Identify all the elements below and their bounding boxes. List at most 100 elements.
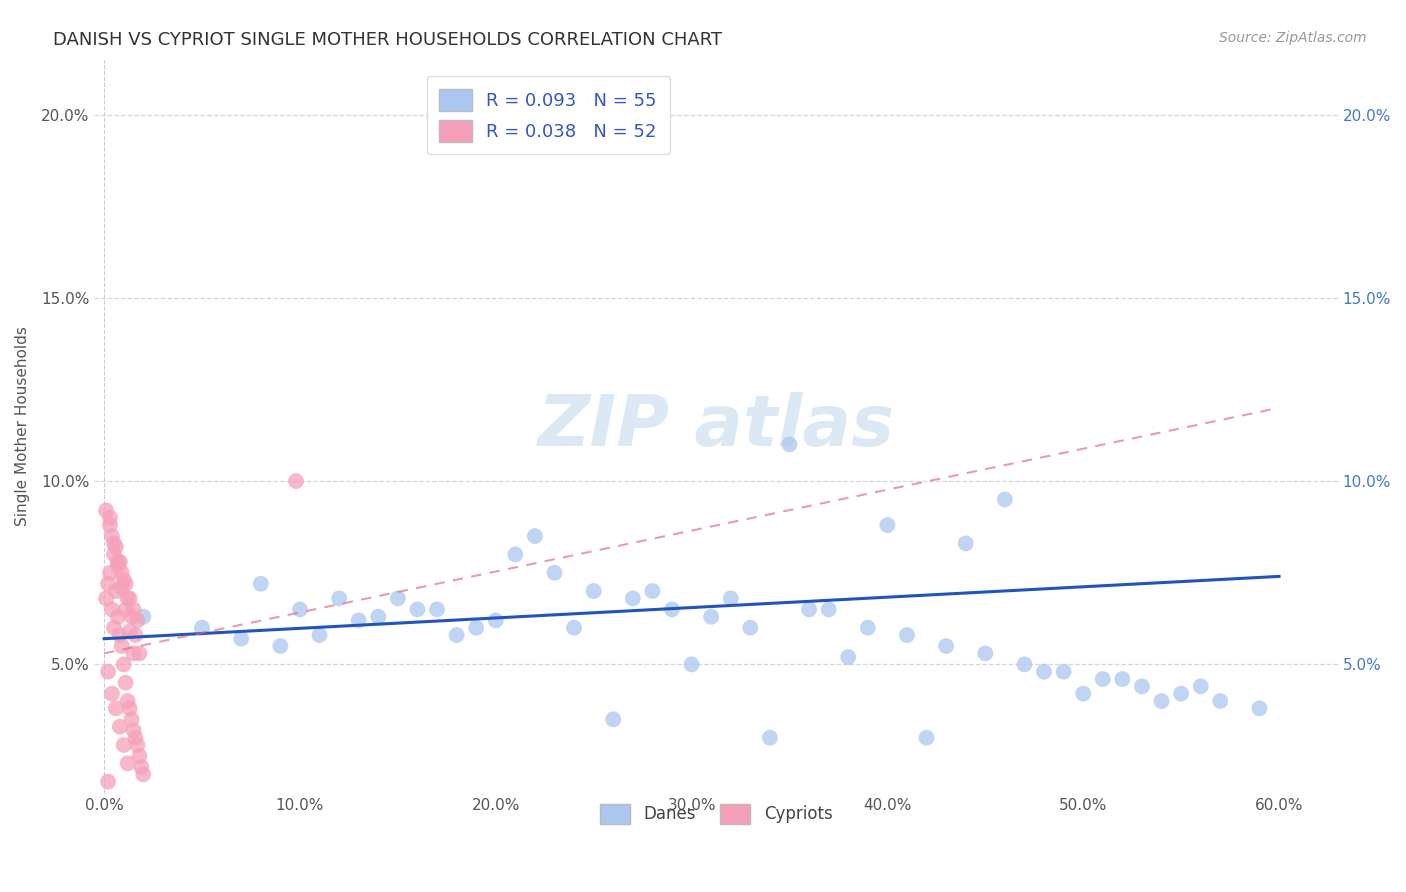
Point	[114, 675, 136, 690]
Point	[1091, 672, 1114, 686]
Point	[1111, 672, 1133, 686]
Point	[817, 602, 839, 616]
Point	[118, 591, 141, 606]
Point	[112, 738, 135, 752]
Point	[101, 687, 124, 701]
Point	[387, 591, 409, 606]
Point	[602, 712, 624, 726]
Point	[505, 548, 527, 562]
Point	[426, 602, 449, 616]
Point	[285, 474, 308, 488]
Point	[117, 591, 139, 606]
Point	[523, 529, 546, 543]
Point	[621, 591, 644, 606]
Point	[103, 536, 125, 550]
Point	[127, 738, 149, 752]
Point	[103, 548, 125, 562]
Point	[128, 749, 150, 764]
Point	[114, 602, 136, 616]
Point	[1209, 694, 1232, 708]
Point	[131, 760, 153, 774]
Point	[740, 621, 762, 635]
Point	[582, 584, 605, 599]
Point	[132, 767, 155, 781]
Point	[122, 723, 145, 738]
Point	[231, 632, 253, 646]
Point	[122, 646, 145, 660]
Point	[974, 646, 997, 660]
Point	[994, 492, 1017, 507]
Point	[98, 566, 121, 580]
Point	[114, 576, 136, 591]
Point	[103, 621, 125, 635]
Point	[104, 540, 127, 554]
Point	[759, 731, 782, 745]
Text: Source: ZipAtlas.com: Source: ZipAtlas.com	[1219, 31, 1367, 45]
Text: ZIP atlas: ZIP atlas	[537, 392, 894, 460]
Point	[118, 701, 141, 715]
Point	[1033, 665, 1056, 679]
Point	[367, 609, 389, 624]
Point	[118, 624, 141, 639]
Point	[661, 602, 683, 616]
Point	[124, 628, 146, 642]
Point	[94, 503, 117, 517]
Point	[104, 701, 127, 715]
Point	[112, 573, 135, 587]
Point	[94, 591, 117, 606]
Point	[876, 518, 898, 533]
Point	[97, 774, 120, 789]
Point	[101, 602, 124, 616]
Point	[117, 694, 139, 708]
Point	[562, 621, 585, 635]
Point	[101, 529, 124, 543]
Point	[602, 126, 624, 140]
Point	[124, 731, 146, 745]
Point	[779, 437, 801, 451]
Point	[112, 657, 135, 672]
Point	[446, 628, 468, 642]
Point	[107, 609, 129, 624]
Point	[269, 639, 291, 653]
Point	[104, 584, 127, 599]
Point	[935, 639, 957, 653]
Point	[108, 628, 131, 642]
Point	[1052, 665, 1074, 679]
Point	[288, 602, 311, 616]
Point	[720, 591, 742, 606]
Point	[465, 621, 488, 635]
Point	[122, 602, 145, 616]
Point	[108, 555, 131, 569]
Legend: Danes, Cypriots: Danes, Cypriots	[588, 792, 844, 836]
Point	[406, 602, 429, 616]
Point	[837, 650, 859, 665]
Point	[1170, 687, 1192, 701]
Point	[98, 518, 121, 533]
Point	[308, 628, 330, 642]
Point	[128, 646, 150, 660]
Point	[681, 657, 703, 672]
Point	[955, 536, 977, 550]
Point	[97, 665, 120, 679]
Point	[107, 558, 129, 573]
Point	[797, 602, 820, 616]
Point	[1249, 701, 1271, 715]
Point	[127, 614, 149, 628]
Point	[328, 591, 350, 606]
Point	[347, 614, 370, 628]
Point	[485, 614, 508, 628]
Point	[111, 581, 134, 595]
Y-axis label: Single Mother Households: Single Mother Households	[15, 326, 30, 526]
Point	[1189, 679, 1212, 693]
Text: DANISH VS CYPRIOT SINGLE MOTHER HOUSEHOLDS CORRELATION CHART: DANISH VS CYPRIOT SINGLE MOTHER HOUSEHOL…	[53, 31, 723, 49]
Point	[641, 584, 664, 599]
Point	[97, 576, 120, 591]
Point	[1150, 694, 1173, 708]
Point	[121, 712, 143, 726]
Point	[700, 609, 723, 624]
Point	[108, 720, 131, 734]
Point	[191, 621, 214, 635]
Point	[1130, 679, 1153, 693]
Point	[107, 555, 129, 569]
Point	[1014, 657, 1036, 672]
